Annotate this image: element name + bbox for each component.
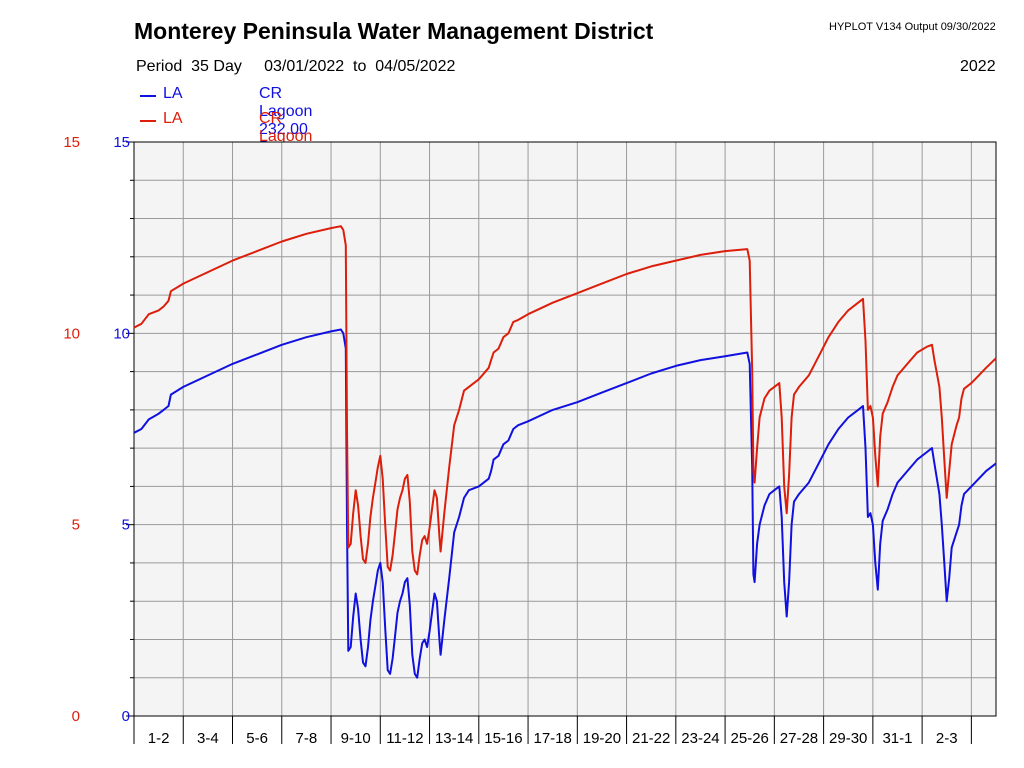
period-label: Period <box>136 58 183 75</box>
period-row: Period 35 Day 03/01/2022 to 04/05/2022 <box>136 58 455 76</box>
x-tick-label: 21-22 <box>632 730 670 747</box>
series-line-corrected <box>133 225 997 576</box>
x-tick-label: 3-4 <box>197 730 219 747</box>
x-tick-label: 9-10 <box>341 730 371 747</box>
to-label: to <box>353 58 367 75</box>
x-tick-label: 13-14 <box>435 730 473 747</box>
x-tick-label: 25-26 <box>731 730 769 747</box>
series-line-raw <box>133 328 997 679</box>
end-date: 04/05/2022 <box>375 58 456 75</box>
x-tick-label: 17-18 <box>533 730 571 747</box>
x-tick-label: 5-6 <box>246 730 268 747</box>
y-tick-label-left: 5 <box>72 517 80 534</box>
y-tick-label-left: 15 <box>63 134 80 151</box>
legend-code-corrected: LA <box>163 110 183 127</box>
x-tick-label: 7-8 <box>296 730 318 747</box>
y-tick-label-right: 10 <box>113 325 130 342</box>
x-tick-label: 1-2 <box>148 730 170 747</box>
chart-title: Monterey Peninsula Water Management Dist… <box>134 18 654 44</box>
legend-swatch-raw <box>140 95 156 97</box>
y-tick-label-right: 5 <box>122 517 130 534</box>
legend-swatch-corrected <box>140 120 156 122</box>
y-tick-label-left: 10 <box>63 325 80 342</box>
x-tick-label: 23-24 <box>681 730 719 747</box>
plot-frame <box>133 141 997 717</box>
y-tick-label-left: 0 <box>72 708 80 725</box>
x-tick-label: 29-30 <box>829 730 867 747</box>
x-tick-label: 2-3 <box>936 730 958 747</box>
version-stamp: HYPLOT V134 Output 09/30/2022 <box>829 21 996 33</box>
x-tick-label: 31-1 <box>882 730 912 747</box>
start-date: 03/01/2022 <box>264 58 345 75</box>
legend-code-raw: LA <box>163 85 183 102</box>
x-tick-label: 11-12 <box>386 730 423 747</box>
x-tick-label: 15-16 <box>484 730 522 747</box>
x-tick-label: 19-20 <box>583 730 621 747</box>
y-tick-label-right: 0 <box>122 708 130 725</box>
plot-area <box>134 142 996 716</box>
x-tick-label: 27-28 <box>780 730 818 747</box>
y-tick-label-right: 15 <box>113 134 130 151</box>
period-days: 35 Day <box>191 58 242 75</box>
year-label: 2022 <box>960 58 996 75</box>
